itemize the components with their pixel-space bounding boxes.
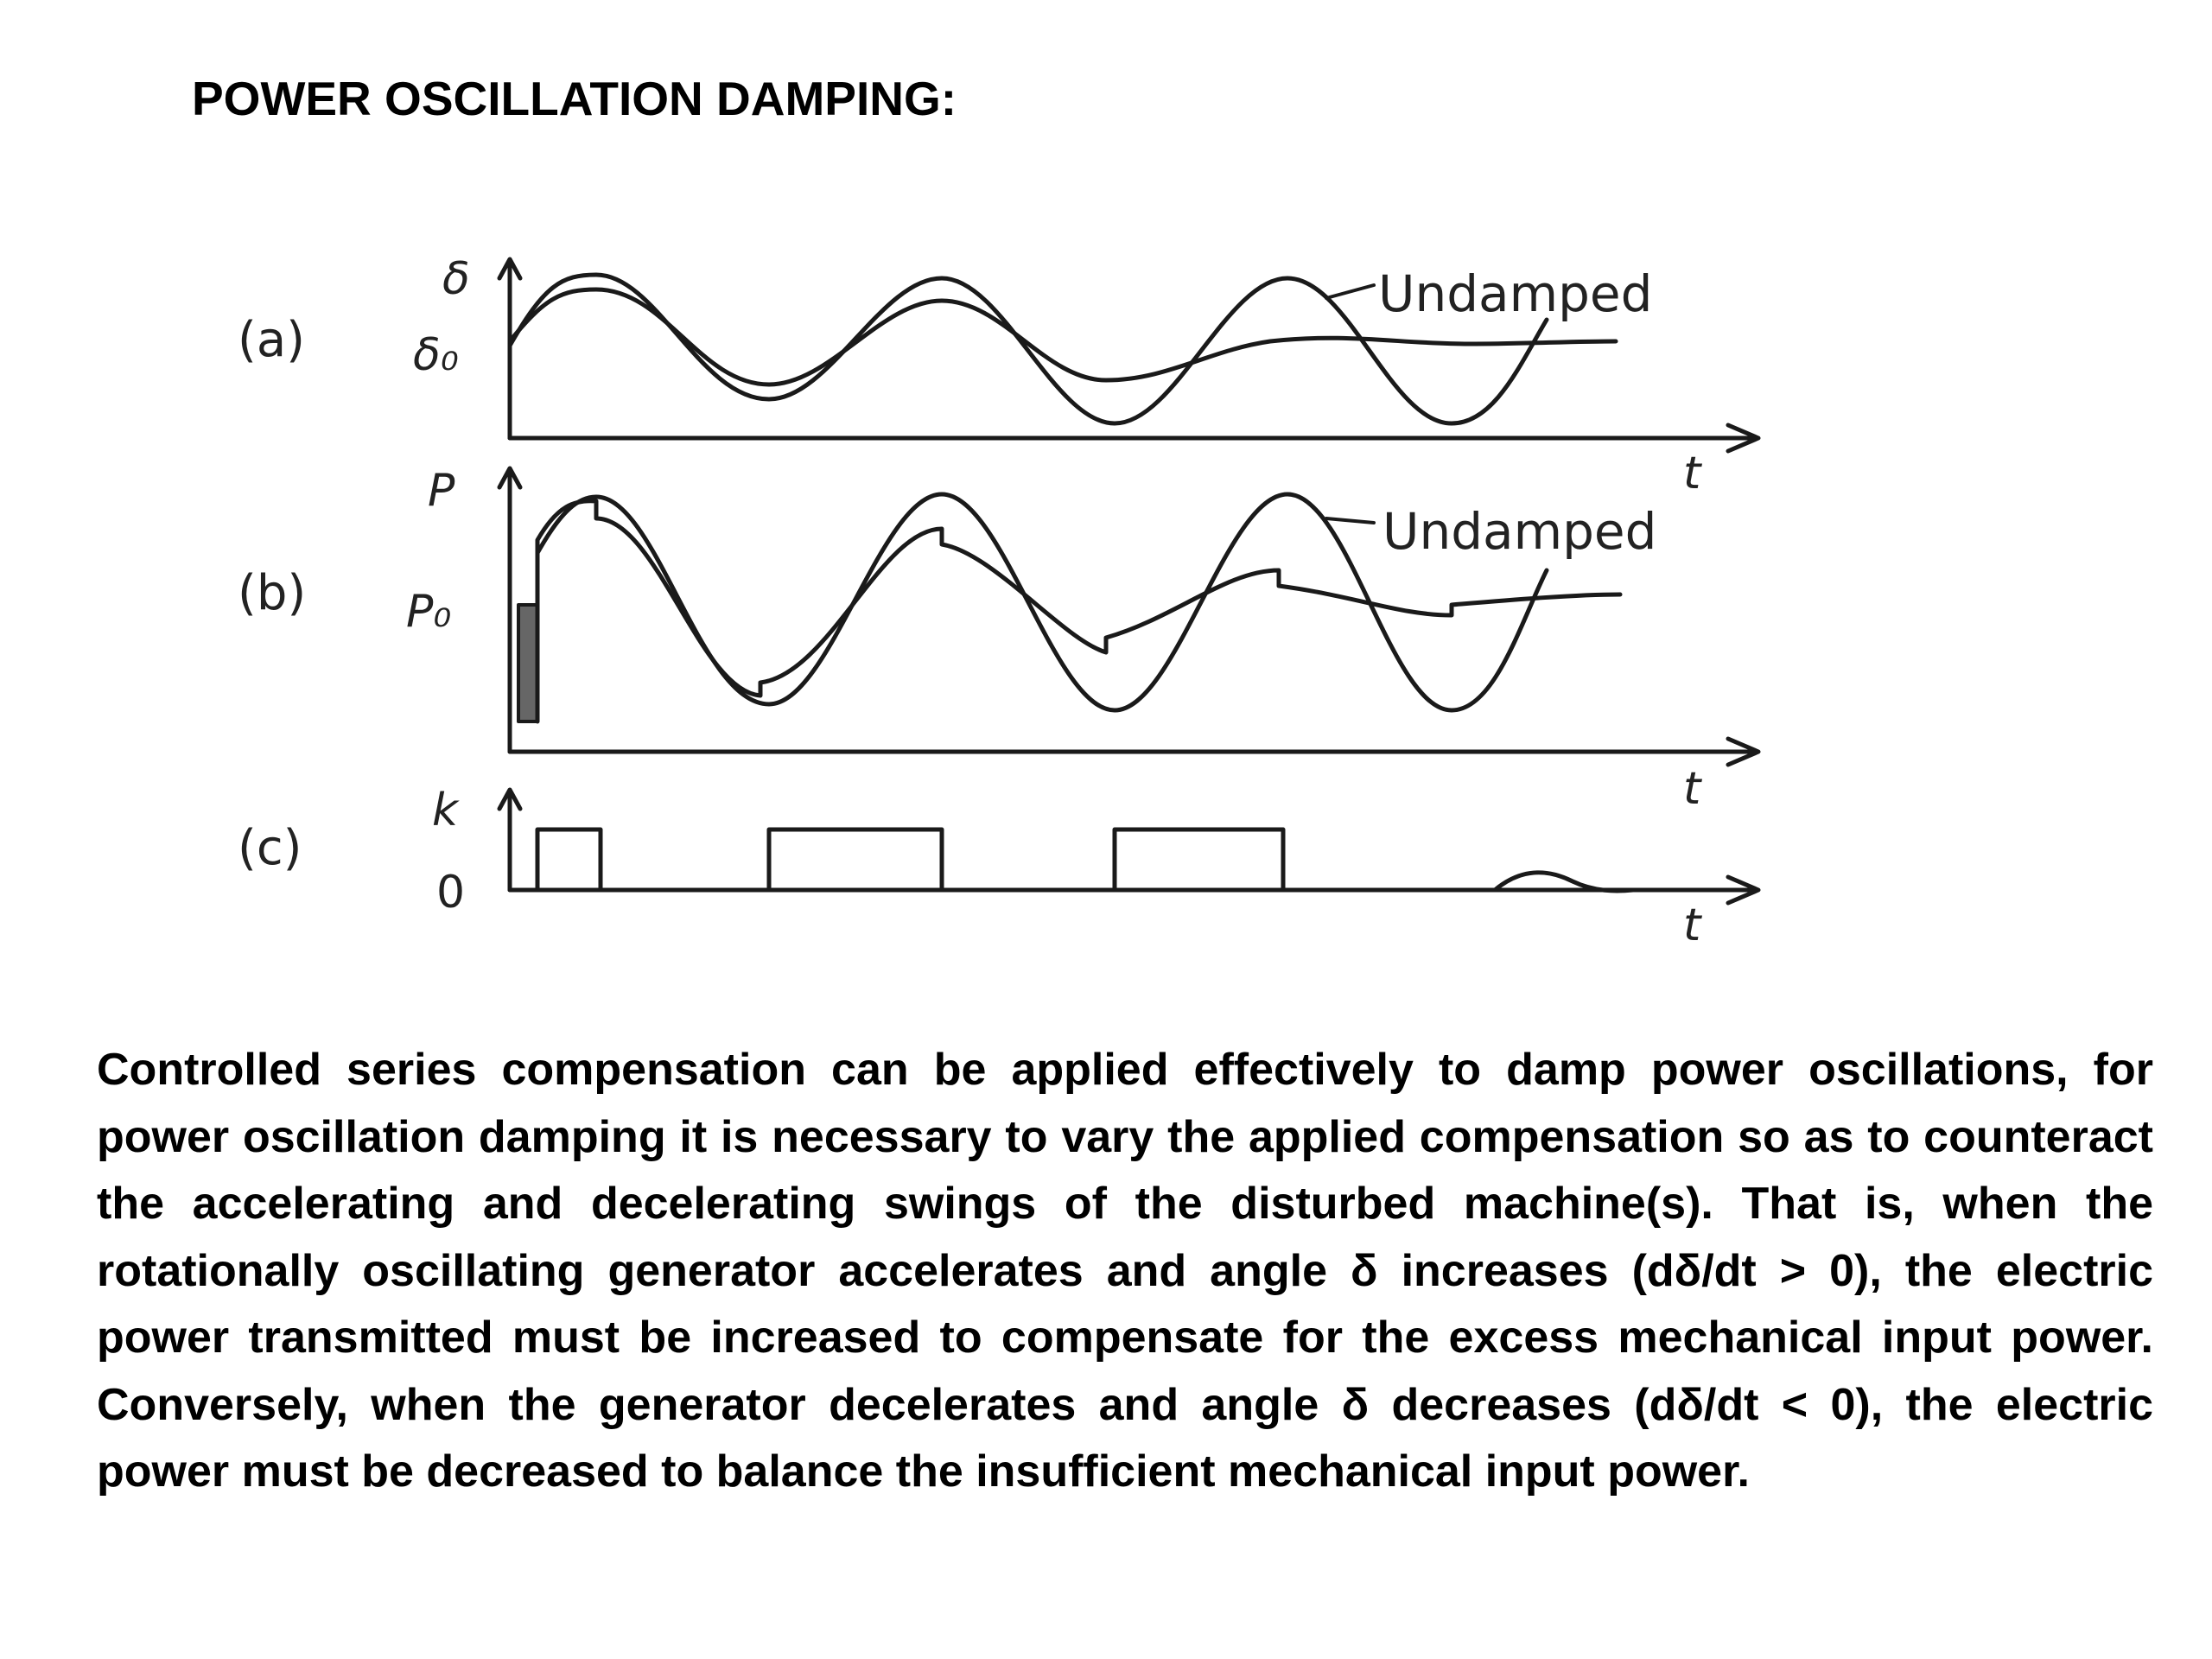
panel-c-x-label: t <box>1683 899 1702 951</box>
oscillation-diagram: (a) (b) (c) δ δ₀ t Undamped P P₀ t Undam… <box>238 253 1761 951</box>
panel-b-undamped-leader <box>1325 517 1376 524</box>
panel-c-pulse-2 <box>766 827 944 893</box>
panel-a-y-label: δ <box>442 253 470 305</box>
panel-b-y-arrow <box>497 466 523 490</box>
panel-a-undamped-annotation: Undamped <box>1378 264 1652 323</box>
panel-a-y-arrow <box>497 257 523 281</box>
panel-a-ref-label: δ₀ <box>413 329 459 381</box>
body-paragraph: Controlled series compensation can be ap… <box>97 1045 2153 1497</box>
oscillation-diagram-svg: (a) (b) (c) δ δ₀ t Undamped P P₀ t Undam… <box>238 253 1761 951</box>
panel-b-x-arrow <box>1726 736 1761 767</box>
panel-b-ref-label: P₀ <box>406 586 451 638</box>
panel-a-damped-curve <box>507 287 1618 387</box>
panel-a-x-arrow <box>1726 423 1761 454</box>
panel-c-x-arrow <box>1726 874 1761 906</box>
panel-c-pulse-3 <box>1112 827 1286 893</box>
panel-a-x-label: t <box>1683 448 1702 499</box>
page-title: POWER OSCILLATION DAMPING: <box>192 72 957 125</box>
panel-c-label: (c) <box>238 820 302 876</box>
panel-c-pulse-1 <box>535 827 603 893</box>
panel-b-undamped-annotation: Undamped <box>1382 502 1656 561</box>
panel-b-x-label: t <box>1683 763 1702 815</box>
panel-b-step-bar <box>517 603 539 723</box>
panel-b-y-label: P <box>428 465 455 517</box>
panel-a-label: (a) <box>238 312 305 368</box>
panel-b-label: (b) <box>238 565 306 621</box>
panel-c-ref-label: 0 <box>436 867 465 918</box>
panel-b-damped-curve <box>535 499 1623 724</box>
panel-c-y-label: k <box>432 785 460 836</box>
panel-c-trailing-wiggle <box>1492 870 1636 893</box>
panel-a-undamped-leader <box>1325 283 1376 300</box>
panel-c-y-arrow <box>497 787 523 811</box>
panel-b-undamped-curve <box>535 492 1549 713</box>
